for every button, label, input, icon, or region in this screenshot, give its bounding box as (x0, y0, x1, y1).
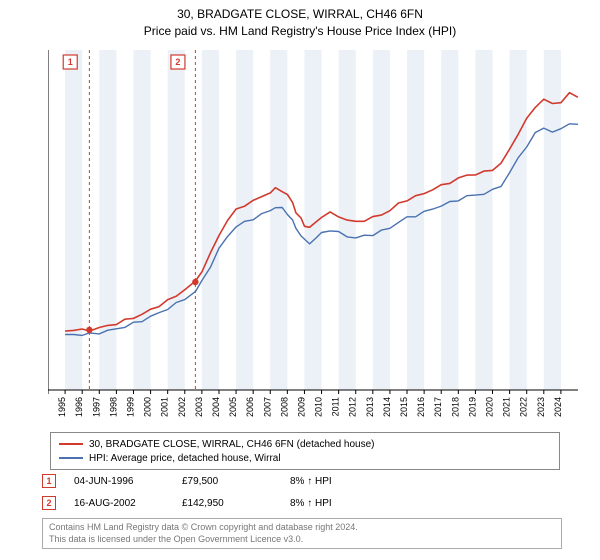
svg-text:2012: 2012 (348, 397, 358, 417)
svg-text:2024: 2024 (553, 397, 563, 417)
svg-text:2: 2 (175, 57, 180, 67)
svg-text:2013: 2013 (365, 397, 375, 417)
legend-item: HPI: Average price, detached house, Wirr… (59, 451, 551, 465)
footer-line1: Contains HM Land Registry data © Crown c… (49, 522, 555, 534)
sale-date: 16-AUG-2002 (74, 498, 164, 509)
svg-text:2016: 2016 (416, 397, 426, 417)
svg-text:2011: 2011 (331, 397, 341, 416)
sale-marker-icon: 1 (42, 474, 56, 488)
svg-text:1999: 1999 (125, 397, 135, 417)
sale-hpi: 8% ↑ HPI (290, 476, 380, 487)
svg-text:2008: 2008 (279, 397, 289, 417)
legend-swatch (59, 443, 83, 445)
svg-text:2000: 2000 (143, 397, 153, 417)
legend-label: HPI: Average price, detached house, Wirr… (89, 453, 281, 464)
svg-text:1996: 1996 (74, 397, 84, 417)
svg-text:2002: 2002 (177, 397, 187, 417)
sale-hpi: 8% ↑ HPI (290, 498, 380, 509)
sale-price: £142,950 (182, 498, 272, 509)
svg-text:2018: 2018 (450, 397, 460, 417)
svg-text:2010: 2010 (314, 397, 324, 417)
svg-text:1: 1 (68, 57, 73, 67)
svg-text:2004: 2004 (211, 397, 221, 417)
svg-text:2014: 2014 (382, 397, 392, 417)
svg-text:2022: 2022 (519, 397, 529, 417)
svg-text:2019: 2019 (467, 397, 477, 417)
sale-marker-icon: 2 (42, 496, 56, 510)
svg-text:2001: 2001 (160, 397, 170, 417)
title-block: 30, BRADGATE CLOSE, WIRRAL, CH46 6FN Pri… (0, 0, 600, 40)
svg-text:2021: 2021 (502, 397, 512, 417)
svg-text:1995: 1995 (57, 397, 67, 417)
svg-text:2023: 2023 (536, 397, 546, 417)
svg-text:2006: 2006 (245, 397, 255, 417)
sales-table: 1 04-JUN-1996 £79,500 8% ↑ HPI 2 16-AUG-… (42, 470, 562, 514)
svg-text:1998: 1998 (108, 397, 118, 417)
svg-text:2009: 2009 (296, 397, 306, 417)
svg-text:2005: 2005 (228, 397, 238, 417)
footer: Contains HM Land Registry data © Crown c… (42, 518, 562, 549)
legend-swatch (59, 457, 83, 459)
footer-line2: This data is licensed under the Open Gov… (49, 534, 555, 546)
price-chart: £0£50K£100K£150K£200K£250K£300K£350K£400… (48, 50, 578, 420)
sale-price: £79,500 (182, 476, 272, 487)
svg-text:2020: 2020 (485, 397, 495, 417)
legend: 30, BRADGATE CLOSE, WIRRAL, CH46 6FN (de… (50, 432, 560, 470)
legend-label: 30, BRADGATE CLOSE, WIRRAL, CH46 6FN (de… (89, 439, 374, 450)
svg-text:2003: 2003 (194, 397, 204, 417)
sale-date: 04-JUN-1996 (74, 476, 164, 487)
svg-text:2007: 2007 (262, 397, 272, 417)
svg-text:2015: 2015 (399, 397, 409, 417)
svg-text:2017: 2017 (433, 397, 443, 417)
legend-item: 30, BRADGATE CLOSE, WIRRAL, CH46 6FN (de… (59, 437, 551, 451)
svg-text:1997: 1997 (91, 397, 101, 417)
title-line2: Price paid vs. HM Land Registry's House … (0, 23, 600, 40)
sale-row: 2 16-AUG-2002 £142,950 8% ↑ HPI (42, 492, 562, 514)
title-line1: 30, BRADGATE CLOSE, WIRRAL, CH46 6FN (0, 6, 600, 23)
svg-text:1994: 1994 (48, 397, 50, 417)
sale-row: 1 04-JUN-1996 £79,500 8% ↑ HPI (42, 470, 562, 492)
